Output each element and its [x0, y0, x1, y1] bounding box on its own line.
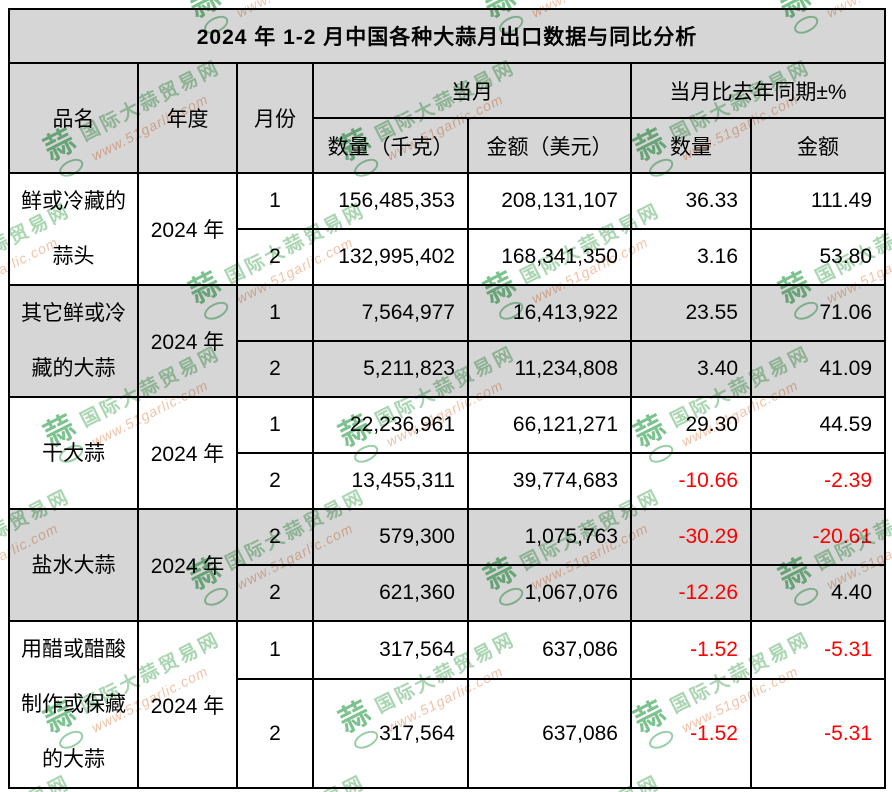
year-cell: 2024 年 — [137, 620, 238, 789]
amount-yoy-cell: 41.09 — [749, 340, 887, 398]
year-cell: 2024 年 — [137, 508, 238, 622]
amount-yoy-cell: 111.49 — [749, 172, 887, 230]
qty-cell: 22,236,961 — [312, 396, 469, 454]
watermark-site-name: 国际大蒜贸易网 — [515, 0, 664, 3]
amount-cell: 66,121,271 — [467, 396, 632, 454]
table-row: 用醋或醋酸制作或保藏的大蒜 2024 年 1 317,564 637,086 -1.52-… — [8, 619, 887, 789]
amount-cell: 637,086 — [467, 619, 632, 681]
header-yoy-qty: 数量 — [630, 117, 752, 174]
qty-yoy-cell: -12.26 — [630, 564, 752, 622]
table-row: 鲜或冷藏的蒜头 2024 年 1 156,485,353 208,131,107 36.3… — [8, 172, 887, 286]
qty-cell: 5,211,823 — [312, 340, 469, 398]
amount-cell: 39,774,683 — [467, 452, 632, 510]
table-row: 盐水大蒜 2024 年 2 579,300 1,075,763 -30.29 -20.61 — [8, 508, 887, 622]
amount-cell: 1,067,076 — [467, 564, 632, 622]
export-data-table: 2024 年 1-2 月中国各种大蒜月出口数据与同比分析 品名 年度 月份 当月… — [7, 8, 887, 789]
month-cell: 1 — [236, 172, 314, 230]
header-qty-kg: 数量（千克） — [312, 117, 469, 174]
header-current-month-group: 当月 — [312, 62, 632, 119]
year-cell: 2024 年 — [137, 396, 238, 510]
amount-cell: 11,234,808 — [467, 340, 632, 398]
qty-yoy-cell: 23.55 — [630, 284, 752, 342]
qty-cell: 579,300 — [312, 508, 469, 566]
month-cell: 1 — [236, 396, 314, 454]
header-amount-usd: 金额（美元） — [467, 117, 632, 174]
watermark-site-name: 国际大蒜贸易网 — [810, 0, 892, 3]
table-row: 干大蒜 2024 年 1 22,236,961 66,121,271 29.30 44.59 — [8, 396, 887, 510]
qty-cell: 13,455,311 — [312, 452, 469, 510]
watermark-site-name: 国际大蒜贸易网 — [220, 0, 369, 3]
amount-yoy-cell: -5.31 — [749, 619, 887, 681]
amount-cell: 637,086 — [467, 678, 632, 789]
table-row: 2 5,211,823 11,234,808 3.40 41.09 — [9, 340, 887, 398]
month-cell: 1 — [236, 284, 314, 342]
amount-yoy-cell: 71.06 — [749, 284, 887, 342]
header-row-1: 品名 年度 月份 当月 当月比去年同期±% — [8, 62, 887, 174]
amount-yoy-cell: 4.40 — [749, 564, 887, 622]
month-cell: 2 — [236, 228, 314, 286]
product-cell: 用醋或醋酸制作或保藏的大蒜 — [8, 620, 139, 789]
qty-cell: 132,995,402 — [312, 228, 469, 286]
table-body: 鲜或冷藏的蒜头 2024 年 1 156,485,353 208,131,107 36.3… — [8, 172, 887, 789]
amount-yoy-cell: 53.80 — [749, 228, 887, 286]
amount-yoy-cell: -5.31 — [749, 678, 887, 789]
qty-yoy-cell: -10.66 — [630, 452, 752, 510]
year-cell: 2024 年 — [137, 172, 238, 286]
header-yoy-group: 当月比去年同期±% — [629, 62, 887, 119]
header-yoy-amount: 金额 — [749, 117, 887, 174]
qty-cell: 621,360 — [312, 564, 469, 622]
amount-yoy-cell: 44.59 — [749, 396, 887, 454]
product-cell: 干大蒜 — [8, 396, 139, 510]
amount-yoy-cell: -2.39 — [749, 452, 887, 510]
table-row: 2 317,564 637,086 -1.52 -5.31 — [9, 678, 887, 789]
qty-cell: 7,564,977 — [312, 284, 469, 342]
amount-cell: 208,131,107 — [467, 172, 632, 230]
watermark-site-name: 国际大蒜贸易网 — [0, 0, 74, 3]
header-row-2: 数量（千克） 金额（美元） 数量 金额 — [9, 117, 887, 174]
page-title: 2024 年 1-2 月中国各种大蒜月出口数据与同比分析 — [7, 8, 887, 64]
header-product: 品名 — [8, 62, 139, 174]
month-cell: 2 — [236, 564, 314, 622]
qty-yoy-cell: 3.40 — [630, 340, 752, 398]
qty-cell: 156,485,353 — [312, 172, 469, 230]
qty-yoy-cell: -1.52 — [630, 678, 752, 789]
header-year: 年度 — [137, 62, 238, 174]
qty-yoy-cell: -30.29 — [630, 508, 752, 566]
amount-cell: 168,341,350 — [467, 228, 632, 286]
amount-cell: 16,413,922 — [467, 284, 632, 342]
qty-cell: 317,564 — [312, 619, 469, 681]
month-cell: 2 — [236, 508, 314, 566]
amount-yoy-cell: -20.61 — [749, 508, 887, 566]
product-cell: 鲜或冷藏的蒜头 — [8, 172, 139, 286]
product-cell: 盐水大蒜 — [8, 508, 139, 622]
table-row: 2 621,360 1,067,076 -12.26 4.40 — [9, 564, 887, 622]
month-cell: 2 — [236, 678, 314, 789]
qty-yoy-cell: 36.33 — [630, 172, 752, 230]
product-cell: 其它鲜或冷藏的大蒜 — [8, 284, 139, 398]
table-row: 2 132,995,402 168,341,350 3.16 53.80 — [9, 228, 887, 286]
qty-yoy-cell: 3.16 — [630, 228, 752, 286]
month-cell: 2 — [236, 452, 314, 510]
qty-cell: 317,564 — [312, 678, 469, 789]
year-cell: 2024 年 — [137, 284, 238, 398]
table-row: 其它鲜或冷藏的大蒜 2024 年 1 7,564,977 16,413,922 23.55… — [8, 284, 887, 398]
qty-yoy-cell: 29.30 — [630, 396, 752, 454]
month-cell: 1 — [236, 619, 314, 681]
header-month: 月份 — [236, 62, 314, 174]
amount-cell: 1,075,763 — [467, 508, 632, 566]
qty-yoy-cell: -1.52 — [630, 619, 752, 681]
table-row: 2 13,455,311 39,774,683 -10.66 -2.39 — [9, 452, 887, 510]
month-cell: 2 — [236, 340, 314, 398]
table-title-row: 2024 年 1-2 月中国各种大蒜月出口数据与同比分析 — [7, 8, 887, 64]
